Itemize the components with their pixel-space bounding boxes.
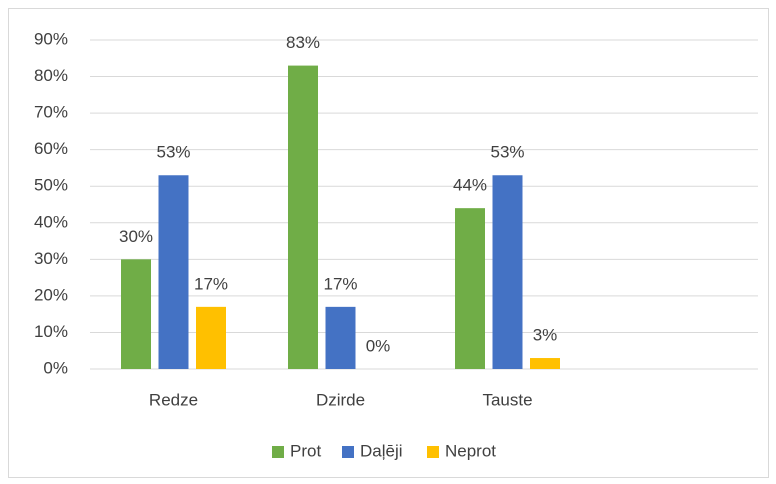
- x-tick-label: Tauste: [482, 390, 532, 409]
- data-label: 44%: [453, 176, 487, 195]
- bar: [196, 306, 226, 369]
- y-tick-label: 60%: [34, 139, 68, 158]
- data-label: 53%: [490, 143, 524, 162]
- bar: [530, 358, 560, 369]
- y-tick-label: 40%: [34, 212, 68, 231]
- x-tick-label: Dzirde: [316, 390, 365, 409]
- y-tick-label: 30%: [34, 249, 68, 268]
- y-tick-label: 0%: [43, 358, 68, 377]
- bar: [492, 175, 523, 369]
- legend-label: Prot: [290, 441, 321, 460]
- legend-label: Neprot: [445, 441, 496, 460]
- y-tick-label: 50%: [34, 176, 68, 195]
- legend-swatch: [342, 446, 354, 458]
- y-tick-label: 70%: [34, 103, 68, 122]
- bar: [121, 259, 151, 369]
- legend-swatch: [427, 446, 439, 458]
- y-tick-label: 80%: [34, 66, 68, 85]
- chart-border: [8, 8, 769, 478]
- data-label: 53%: [156, 143, 190, 162]
- legend-swatch: [272, 446, 284, 458]
- x-tick-label: Redze: [149, 390, 198, 409]
- data-label: 30%: [119, 227, 153, 246]
- data-label: 17%: [194, 274, 228, 293]
- legend-label: Daļēji: [360, 441, 403, 460]
- data-label: 17%: [323, 274, 357, 293]
- bar: [455, 208, 485, 369]
- y-tick-label: 20%: [34, 285, 68, 304]
- y-tick-label: 10%: [34, 322, 68, 341]
- data-label: 0%: [366, 336, 391, 355]
- bar: [158, 175, 189, 369]
- data-label: 83%: [286, 33, 320, 52]
- y-tick-label: 90%: [34, 29, 68, 48]
- data-label: 3%: [533, 326, 558, 345]
- bar: [288, 65, 318, 369]
- bar: [325, 306, 356, 369]
